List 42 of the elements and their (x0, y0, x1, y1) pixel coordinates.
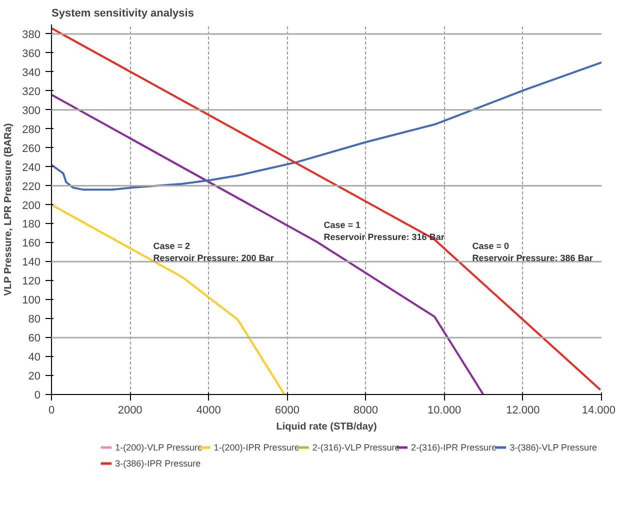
y-tick-label: 320 (22, 86, 41, 98)
y-tick-label: 380 (22, 28, 41, 41)
y-tick-label: 60 (28, 332, 41, 345)
y-tick-label: 300 (22, 104, 41, 117)
y-tick-label: 100 (22, 294, 41, 307)
y-tick-label: 260 (22, 142, 41, 155)
x-tick-label: 10.000 (428, 404, 462, 416)
line-series (52, 204, 286, 394)
y-tick-label: 220 (22, 180, 41, 193)
y-tick-label: 340 (22, 66, 41, 79)
legend-label: 3-(386)-IPR Pressure (115, 458, 201, 468)
y-tick-label: 0 (34, 390, 41, 402)
y-tick-label: 140 (22, 256, 41, 269)
legend-label: 2-(316)-VLP Pressure (312, 442, 400, 452)
annotation: Case = 2 Reservoir Pressure: 200 Bar (153, 240, 274, 263)
annotation: Case = 0 Reservoir Pressure: 386 Bar (472, 240, 594, 263)
x-tick-label: 6000 (274, 404, 300, 416)
y-tick-label: 200 (22, 200, 41, 212)
y-tick-label: 240 (22, 162, 41, 174)
y-tick-label: 160 (22, 238, 41, 250)
x-tick-label: 4000 (196, 404, 221, 416)
y-tick-label: 360 (22, 48, 41, 60)
annotation: Case = 1 Reservoir Pressure: 316 Bar (324, 220, 445, 242)
chart-title: System sensitivity analysis (52, 8, 194, 20)
y-tick-label: 80 (28, 314, 41, 326)
legend-label: 1-(200)-VLP Pressure (115, 442, 203, 452)
x-tick-label: 0 (48, 404, 55, 416)
x-tick-label: 2000 (118, 404, 142, 416)
y-tick-label: 20 (28, 370, 41, 383)
y-tick-label: 120 (22, 276, 41, 288)
x-tick-label: 12.000 (506, 404, 540, 416)
x-tick-label: 8000 (354, 404, 378, 416)
y-tick-label: 180 (22, 218, 41, 231)
legend-label: 3-(386)-VLP Pressure (510, 442, 598, 452)
y-tick-label: 40 (28, 352, 41, 364)
legend-label: 1-(200)-IPR Pressure (214, 442, 300, 452)
legend-label: 2-(316)-IPR Pressure (411, 442, 497, 452)
y-tick-label: 280 (22, 124, 41, 136)
x-tick-label: 14.000 (582, 404, 616, 416)
y-axis-title: VLP Pressure, LPR Pressure (BARa) (3, 123, 14, 296)
x-axis-title: Liquid rate (STB/day) (276, 422, 377, 432)
line-series (52, 61, 602, 191)
